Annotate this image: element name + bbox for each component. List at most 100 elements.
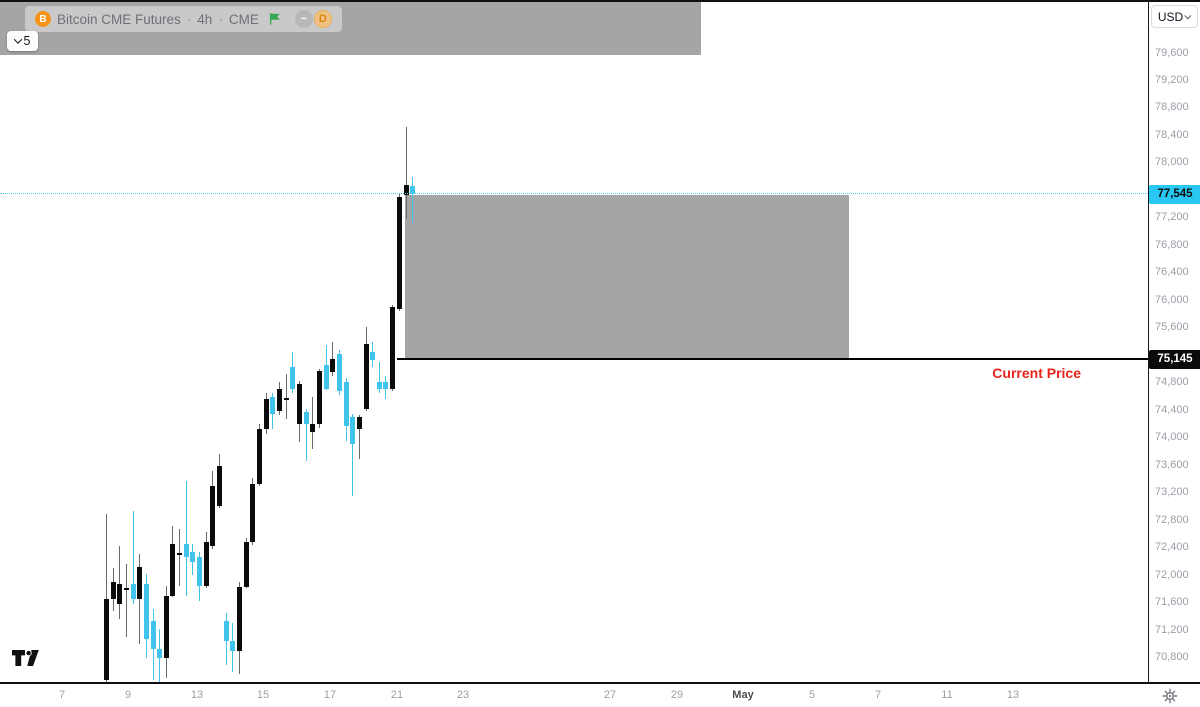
bitcoin-icon: B — [35, 11, 51, 27]
price-tick-label: 73,200 — [1155, 486, 1189, 499]
candle-body — [329, 358, 335, 372]
candle-body — [209, 485, 215, 546]
interval-label[interactable]: 4h — [197, 11, 213, 27]
price-tick-label: 73,600 — [1155, 458, 1189, 471]
candle-body — [249, 483, 255, 543]
candle-wick — [411, 177, 413, 223]
candle-body — [276, 389, 282, 412]
candle-body — [216, 466, 222, 506]
time-tick-label: 23 — [456, 689, 470, 701]
candle-body — [243, 542, 249, 588]
candle-wick — [305, 409, 307, 462]
candle-body — [289, 367, 295, 390]
price-tick-label: 72,400 — [1155, 541, 1189, 554]
chart-canvas[interactable]: Current Price B Bitcoin CME Futures · 4h… — [0, 0, 1148, 682]
exchange-label[interactable]: CME — [228, 11, 259, 27]
hide-indicator-button[interactable]: − — [294, 10, 313, 28]
price-tick-label: 72,000 — [1155, 568, 1189, 581]
time-tick-label: 21 — [390, 689, 404, 701]
candle-body — [356, 417, 362, 429]
time-tick-label: 27 — [603, 689, 617, 701]
symbol-title[interactable]: Bitcoin CME Futures — [57, 11, 181, 27]
last-price-dotted-line — [0, 193, 1148, 195]
current-price-level-line-drawing[interactable] — [397, 358, 1148, 361]
tradingview-logo[interactable] — [12, 650, 40, 672]
d-badge-button[interactable]: D — [313, 10, 332, 28]
candle-wick — [105, 514, 107, 682]
flag-icon[interactable] — [267, 11, 283, 27]
price-scale[interactable]: USD 79,600 79,200 78,800 78,400 78,000 77,200… — [1148, 0, 1200, 682]
candle-body — [369, 351, 375, 360]
time-tick-label: May — [732, 689, 754, 701]
legend-separator-dot: · — [186, 11, 192, 27]
candle-body — [403, 184, 409, 195]
symbol-legend[interactable]: B Bitcoin CME Futures · 4h · CME − D — [25, 6, 342, 32]
price-tick-label: 78,400 — [1155, 128, 1189, 141]
candle-body — [103, 598, 109, 681]
time-tick-label: 29 — [670, 689, 684, 701]
chevron-down-icon — [13, 35, 22, 44]
price-tick-label: 78,800 — [1155, 101, 1189, 114]
candle-body — [256, 428, 262, 484]
candle-wick — [138, 554, 140, 645]
candle-body — [143, 583, 149, 639]
candle-body — [176, 552, 182, 555]
time-tick-label: 7 — [874, 689, 882, 701]
price-tick-label: 76,000 — [1155, 293, 1189, 306]
candle-wick — [185, 481, 187, 596]
price-tick-label: 75,600 — [1155, 321, 1189, 334]
time-tick-label: 15 — [256, 689, 270, 701]
candle-body — [349, 417, 355, 445]
candle-body — [389, 307, 395, 390]
bar-count-label: 5 — [23, 34, 31, 48]
candle-body — [236, 587, 242, 651]
candle-body — [343, 382, 349, 427]
price-tick-label: 71,200 — [1155, 623, 1189, 636]
bar-count-menu-button[interactable]: 5 — [7, 31, 38, 51]
price-tick-label: 74,800 — [1155, 376, 1189, 389]
price-tick-label: 76,400 — [1155, 266, 1189, 279]
currency-selector-button[interactable]: USD — [1151, 5, 1198, 28]
candle-wick — [378, 362, 380, 394]
price-tick-label: 70,800 — [1155, 651, 1189, 664]
current-price-text-drawing[interactable]: Current Price — [992, 365, 1081, 382]
price-tick-label: 72,800 — [1155, 513, 1189, 526]
candle-body — [336, 354, 342, 392]
price-tick-label: 74,000 — [1155, 431, 1189, 444]
candle-body — [303, 412, 309, 425]
candle-wick — [125, 563, 127, 638]
candle-body — [123, 587, 129, 590]
candle-body — [196, 556, 202, 586]
candle-body — [223, 620, 229, 641]
time-axis[interactable]: 7 9 13 15 17 21 23 27 29 May 5 7 11 13 — [0, 682, 1200, 707]
legend-separator-dot: · — [218, 11, 223, 27]
candle-body — [363, 344, 369, 409]
candle-wick — [285, 373, 287, 420]
candle-body — [150, 620, 156, 649]
candle-body — [163, 595, 169, 659]
price-tick-label: 71,600 — [1155, 596, 1189, 609]
supply-zone-rectangle-drawing[interactable] — [405, 195, 849, 361]
candle-body — [136, 567, 142, 599]
marked-price-label: 75,145 — [1149, 349, 1200, 369]
candle-body — [229, 640, 235, 651]
scale-settings-gear-icon[interactable] — [1162, 688, 1178, 704]
price-tick-label: 79,200 — [1155, 73, 1189, 86]
candle-body — [183, 543, 189, 557]
price-tick-label: 79,600 — [1155, 46, 1189, 59]
candle-body — [110, 582, 116, 599]
candle-body — [156, 648, 162, 659]
time-tick-label: 11 — [941, 689, 953, 701]
time-tick-label: 13 — [1006, 689, 1020, 701]
candle-wick — [405, 127, 407, 220]
candlestick-series — [103, 127, 415, 682]
chevron-down-icon — [1184, 12, 1192, 20]
candle-wick — [178, 528, 180, 586]
candle-body — [169, 543, 175, 596]
candle-body — [130, 583, 136, 599]
candle-body — [203, 541, 209, 586]
candle-wick — [118, 545, 120, 619]
price-tick-label: 76,800 — [1155, 238, 1189, 251]
candle-body — [269, 397, 275, 414]
